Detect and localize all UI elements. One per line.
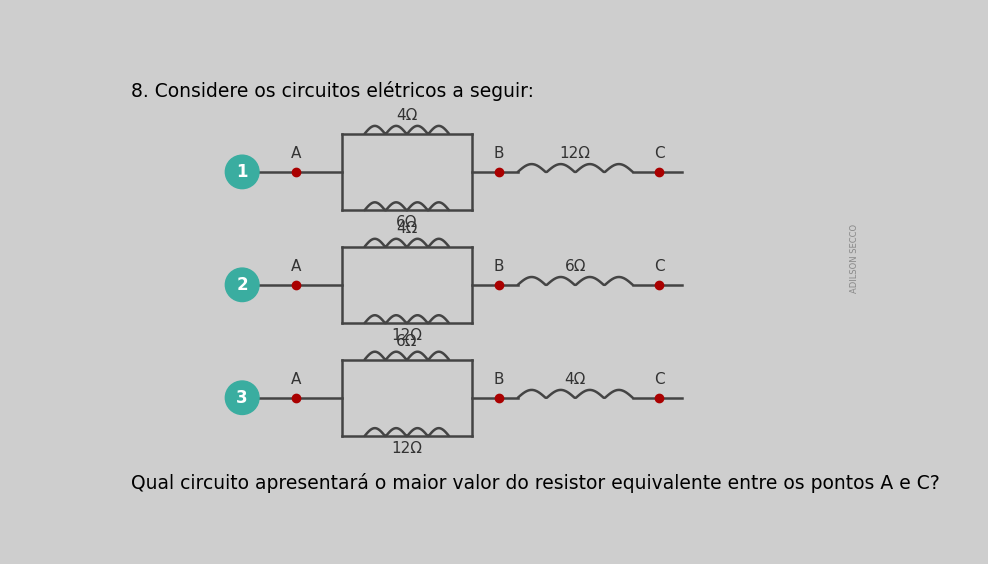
Text: A: A [290, 146, 301, 161]
Text: 1: 1 [236, 163, 248, 181]
Text: 12Ω: 12Ω [560, 146, 591, 161]
Text: ADILSON SECCO: ADILSON SECCO [851, 224, 860, 293]
Text: B: B [493, 372, 504, 387]
Text: C: C [654, 259, 665, 274]
Text: A: A [290, 259, 301, 274]
Text: 12Ω: 12Ω [391, 441, 422, 456]
Text: 3: 3 [236, 389, 248, 407]
Text: 4Ω: 4Ω [396, 221, 418, 236]
Text: 4Ω: 4Ω [564, 372, 586, 387]
Text: 6Ω: 6Ω [396, 215, 418, 230]
Text: C: C [654, 146, 665, 161]
Ellipse shape [225, 381, 259, 415]
Ellipse shape [225, 155, 259, 188]
Text: 2: 2 [236, 276, 248, 294]
Text: A: A [290, 372, 301, 387]
Text: Qual circuito apresentará o maior valor do resistor equivalente entre os pontos : Qual circuito apresentará o maior valor … [131, 473, 940, 494]
Text: 6Ω: 6Ω [564, 259, 586, 274]
Text: 8. Considere os circuitos elétricos a seguir:: 8. Considere os circuitos elétricos a se… [131, 81, 535, 101]
Text: 12Ω: 12Ω [391, 328, 422, 343]
Text: 4Ω: 4Ω [396, 108, 418, 123]
Text: 6Ω: 6Ω [396, 334, 418, 349]
Text: C: C [654, 372, 665, 387]
Text: B: B [493, 259, 504, 274]
Text: B: B [493, 146, 504, 161]
Ellipse shape [225, 268, 259, 302]
